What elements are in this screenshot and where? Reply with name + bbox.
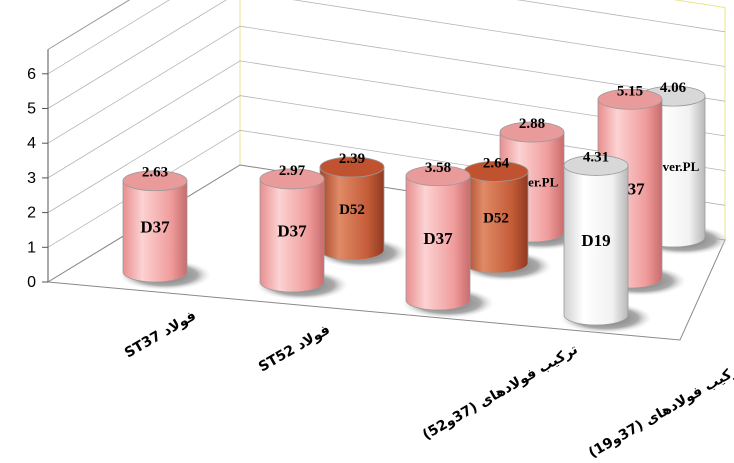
bar-d52: 2.64 D52 xyxy=(460,155,552,281)
y-tick-label: 1 xyxy=(27,239,36,256)
category-label: فولاد ST52 xyxy=(256,322,333,376)
bar-top xyxy=(122,170,188,192)
bar-d52: 2.39 D52 xyxy=(316,151,408,268)
gridline xyxy=(47,0,726,109)
bar-value-label: 2.64 xyxy=(483,155,510,171)
bar-body xyxy=(122,180,188,283)
bars: 2.88Cover.PL4.06Cover.PL2.39D522.64D522.… xyxy=(119,80,729,333)
y-axis-ticks: 0 1 2 3 4 5 6 xyxy=(27,49,49,291)
bar-value-label: 5.15 xyxy=(617,83,643,99)
bar-series-label: D37 xyxy=(140,217,170,236)
bar-d19: 4.31 D19 xyxy=(560,149,652,333)
category-label: فولاد ST37 xyxy=(122,308,199,362)
gridline xyxy=(47,60,726,179)
y-tick-label: 4 xyxy=(27,135,36,152)
bar-value-label: 2.63 xyxy=(142,165,168,181)
category-label: ترکیب فولادهای (37و19) xyxy=(586,359,734,461)
bar-value-label: 2.88 xyxy=(519,116,545,132)
y-tick-label: 2 xyxy=(27,205,36,222)
gridline xyxy=(47,0,726,75)
y-tick-label: 6 xyxy=(27,66,36,83)
bar-top xyxy=(597,88,663,110)
bar-body xyxy=(563,165,629,326)
bar-top xyxy=(499,121,565,143)
bar-value-label: 2.97 xyxy=(279,163,306,179)
bar-value-label: 2.39 xyxy=(339,151,365,167)
bar-series-label: D52 xyxy=(339,202,365,218)
bar-value-label: 4.31 xyxy=(583,149,609,165)
bar-value-label: 3.58 xyxy=(425,160,451,176)
bar-series-label: D37 xyxy=(423,229,453,248)
bar-body xyxy=(405,175,471,311)
bar-top xyxy=(563,155,629,176)
y-tick-label: 5 xyxy=(27,101,36,118)
y-tick-label: 0 xyxy=(27,274,36,291)
bar-series-label: D37 xyxy=(277,221,307,240)
bar-value-label: 4.06 xyxy=(660,80,687,96)
bar-top xyxy=(259,168,325,190)
bar-d37: 2.97 D37 xyxy=(256,163,348,300)
bar-body xyxy=(259,178,325,293)
bar-series-label: D19 xyxy=(581,231,610,250)
bar-series-label: D52 xyxy=(483,210,509,226)
bar-top xyxy=(405,165,471,187)
bar-d37: 2.63 D37 xyxy=(119,165,211,290)
bar-d37: 3.58 D37 xyxy=(402,160,494,318)
gridline xyxy=(47,25,726,144)
bar-top xyxy=(319,156,385,178)
category-label: ترکیب فولادهای (37و52) xyxy=(420,341,581,443)
y-tick-label: 3 xyxy=(27,170,36,187)
